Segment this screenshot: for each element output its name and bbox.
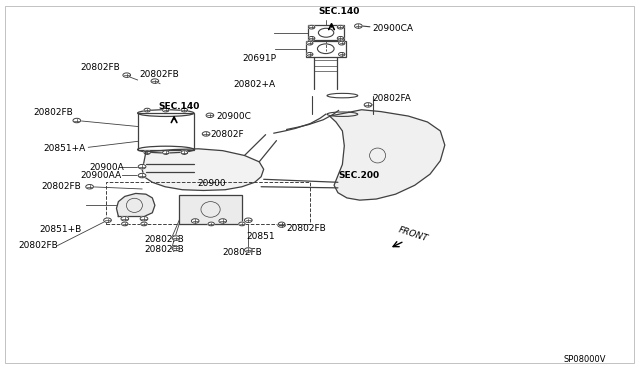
Circle shape (307, 52, 313, 56)
Text: 20802+A: 20802+A (234, 80, 276, 89)
Circle shape (307, 41, 313, 45)
Circle shape (86, 185, 93, 189)
Circle shape (163, 151, 169, 154)
Circle shape (181, 108, 188, 112)
Circle shape (181, 151, 188, 154)
Circle shape (172, 236, 180, 240)
Text: 20802FB: 20802FB (140, 70, 179, 79)
Text: 20802FB: 20802FB (287, 224, 326, 232)
Bar (138, 113, 194, 150)
Bar (179, 195, 242, 224)
Circle shape (308, 36, 315, 40)
Circle shape (144, 151, 150, 154)
Circle shape (202, 132, 210, 136)
Bar (306, 41, 346, 57)
Text: 20900CA: 20900CA (372, 24, 413, 33)
Text: 20900A: 20900A (90, 163, 124, 172)
Circle shape (138, 173, 146, 178)
Circle shape (140, 217, 148, 221)
Circle shape (73, 118, 81, 123)
Text: SP08000V: SP08000V (563, 355, 605, 364)
Text: FRONT: FRONT (397, 226, 429, 244)
Circle shape (104, 218, 111, 222)
Text: 20802FA: 20802FA (372, 94, 412, 103)
Circle shape (339, 52, 345, 56)
Text: 20900AA: 20900AA (80, 171, 121, 180)
Bar (179, 195, 242, 224)
Text: 20802FB: 20802FB (144, 246, 184, 254)
Text: 20802FB: 20802FB (80, 63, 120, 72)
Circle shape (219, 219, 227, 223)
Circle shape (121, 217, 129, 221)
Text: SEC.140: SEC.140 (159, 102, 200, 110)
Text: 20851+B: 20851+B (40, 225, 82, 234)
Circle shape (144, 108, 150, 112)
Circle shape (339, 41, 345, 45)
Circle shape (355, 24, 362, 28)
Circle shape (337, 36, 344, 40)
Circle shape (278, 223, 285, 227)
Text: SEC.200: SEC.200 (338, 171, 379, 180)
Circle shape (172, 246, 180, 251)
Circle shape (239, 222, 245, 226)
Circle shape (337, 25, 344, 29)
Circle shape (163, 108, 169, 112)
Circle shape (122, 222, 128, 226)
Circle shape (244, 218, 252, 222)
Text: 20802FB: 20802FB (33, 108, 73, 117)
Polygon shape (116, 193, 155, 217)
Circle shape (191, 219, 199, 223)
Circle shape (138, 164, 146, 169)
Text: 20900: 20900 (197, 179, 226, 187)
Polygon shape (330, 110, 445, 200)
Circle shape (141, 222, 147, 226)
Circle shape (208, 222, 214, 226)
Text: 20851: 20851 (246, 232, 275, 241)
Circle shape (206, 113, 214, 118)
Bar (138, 113, 194, 150)
Text: 20802FB: 20802FB (18, 241, 58, 250)
Circle shape (123, 73, 131, 77)
Text: 20802FB: 20802FB (42, 182, 81, 190)
Text: 20802FB: 20802FB (144, 235, 184, 244)
Text: 20691P: 20691P (242, 54, 276, 62)
Circle shape (364, 103, 372, 107)
Text: 20900C: 20900C (216, 112, 251, 121)
Circle shape (244, 248, 252, 252)
Circle shape (151, 79, 159, 83)
Text: 20851+A: 20851+A (44, 144, 86, 153)
Polygon shape (142, 149, 264, 190)
Text: SEC.140: SEC.140 (318, 7, 360, 16)
Text: 20802FB: 20802FB (223, 248, 262, 257)
Text: 20802F: 20802F (210, 130, 244, 139)
Bar (106, 182, 310, 224)
Bar (308, 25, 344, 40)
Circle shape (308, 25, 315, 29)
Circle shape (278, 222, 285, 226)
